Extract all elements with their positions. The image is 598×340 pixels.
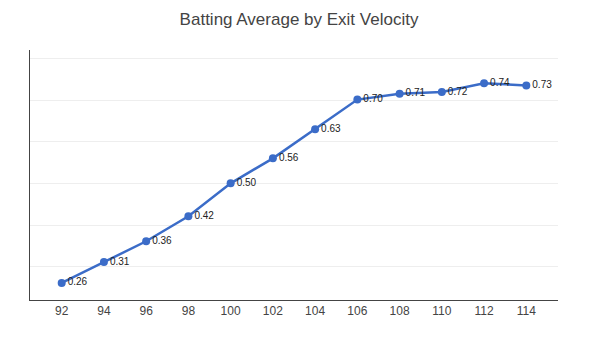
svg-text:0.73: 0.73 [532, 79, 552, 90]
svg-text:98: 98 [182, 304, 196, 318]
svg-text:0.56: 0.56 [279, 152, 299, 163]
svg-text:108: 108 [390, 304, 410, 318]
svg-text:0.36: 0.36 [152, 235, 172, 246]
svg-text:114: 114 [517, 304, 536, 318]
svg-text:92: 92 [55, 304, 69, 318]
svg-text:0.70: 0.70 [363, 93, 383, 104]
svg-text:110: 110 [432, 304, 451, 318]
svg-text:0.63: 0.63 [321, 123, 341, 134]
svg-text:0.72: 0.72 [448, 86, 468, 97]
svg-text:0.74: 0.74 [490, 77, 510, 88]
svg-text:104: 104 [305, 304, 325, 318]
svg-text:0.26: 0.26 [68, 276, 88, 287]
svg-text:102: 102 [263, 304, 283, 318]
svg-text:100: 100 [221, 304, 241, 318]
svg-text:112: 112 [475, 304, 494, 318]
svg-text:0.31: 0.31 [110, 256, 130, 267]
svg-text:Batting Average by Exit Veloci: Batting Average by Exit Velocity [180, 10, 419, 29]
svg-text:94: 94 [97, 304, 111, 318]
svg-text:0.71: 0.71 [406, 87, 426, 98]
svg-text:0.42: 0.42 [194, 210, 214, 221]
svg-text:96: 96 [139, 304, 153, 318]
svg-text:0.50: 0.50 [237, 177, 257, 188]
svg-text:106: 106 [347, 304, 367, 318]
